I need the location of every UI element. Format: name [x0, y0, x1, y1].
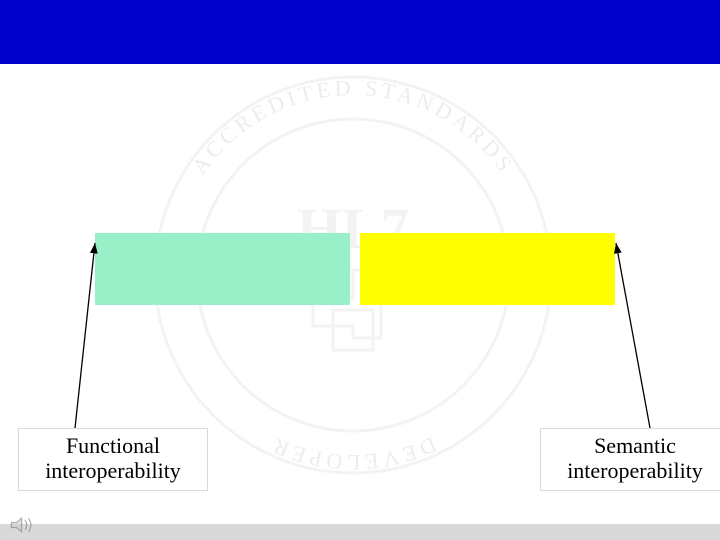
functional-label-line2: interoperability: [45, 458, 181, 483]
slide-stage: ACCREDITED STANDARDS DEVELOPER HL7 Funct…: [0, 0, 720, 540]
audio-icon: [8, 514, 42, 536]
arrow-to-semantic-box: [616, 243, 650, 428]
arrow-to-functional-box: [75, 243, 95, 428]
functional-label-line1: Functional: [66, 433, 160, 458]
semantic-label: Semantic interoperability: [540, 428, 720, 491]
semantic-label-line1: Semantic: [594, 433, 676, 458]
semantic-label-line2: interoperability: [567, 458, 703, 483]
footer-strip: [0, 524, 720, 540]
functional-label: Functional interoperability: [18, 428, 208, 491]
